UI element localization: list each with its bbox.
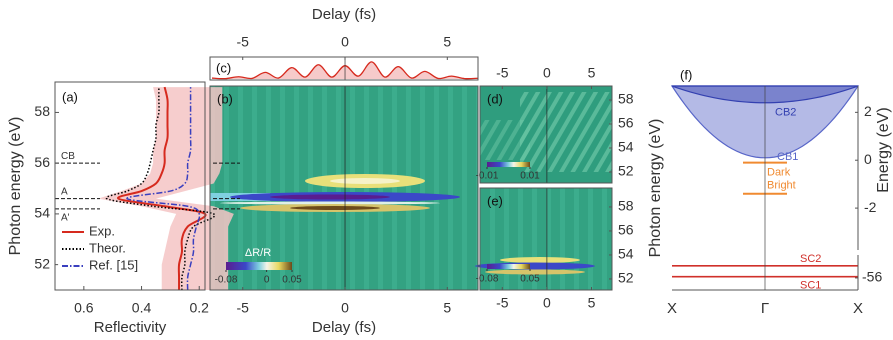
x-tick-label: -5	[237, 34, 250, 50]
x-tick-label: 5	[443, 34, 451, 50]
y-tick-label: 54	[34, 205, 50, 221]
colorbar-tick-label: 0	[264, 275, 270, 286]
heatmap-d	[480, 86, 612, 183]
legend-label: Theor.	[89, 240, 126, 255]
x-tick-label: Γ	[761, 300, 769, 317]
y-tick-label: 54	[618, 139, 634, 155]
colorbar	[487, 162, 530, 167]
annotation-label: CB	[61, 151, 75, 162]
x-tick-label: 5	[588, 295, 596, 311]
y-tick-label: 2	[864, 103, 872, 119]
y-tick-label: 54	[618, 246, 634, 262]
frame	[54, 81, 206, 291]
x-tick-label: 0	[543, 65, 551, 81]
x-tick-label: X	[667, 300, 677, 317]
y-tick-label: 52	[34, 255, 50, 271]
frame	[479, 187, 613, 291]
level-label: SC2	[800, 253, 821, 265]
y-tick-label: 56	[618, 222, 634, 238]
colorbar	[487, 264, 530, 269]
annotation-label: A	[61, 186, 68, 197]
colorbar-tick-label: 0.05	[282, 275, 302, 286]
y-tick-label: -56	[862, 269, 882, 285]
frame	[479, 85, 613, 184]
colorbar-tick-label: 0.01	[520, 171, 540, 182]
panel-label: (d)	[487, 91, 503, 106]
y-tick-label: -2	[864, 199, 877, 215]
panel-label: (e)	[487, 193, 503, 208]
y-axis-title: Photon energy (eV)	[647, 119, 664, 258]
x-axis-title: Reflectivity	[94, 319, 167, 336]
x-tick-label: 0	[341, 34, 349, 50]
x-tick-label: -5	[496, 295, 509, 311]
level-label: Dark	[767, 167, 791, 179]
x-tick-label: -5	[496, 65, 509, 81]
legend-label: Exp.	[89, 223, 115, 238]
y-tick-label: 0	[864, 151, 872, 167]
x-tick-label: 0.6	[74, 300, 94, 316]
level-label: Bright	[767, 180, 796, 192]
x-tick-label: 5	[443, 300, 451, 316]
panel-label: (c)	[216, 60, 231, 75]
error-band	[98, 87, 234, 290]
reflectivity-line	[117, 86, 207, 291]
level-label: SC1	[800, 280, 821, 292]
colorbar-tick-label: -0.01	[476, 171, 499, 182]
x-tick-label: X	[853, 300, 863, 317]
y-axis-title: Energy (eV)	[875, 107, 892, 192]
y-tick-label: 58	[618, 91, 634, 107]
colorbar-tick-label: -0.08	[476, 274, 499, 285]
x-axis-title: Delay (fs)	[312, 319, 376, 336]
x-tick-label: 0.2	[189, 300, 209, 316]
colorbar	[226, 262, 292, 270]
y-tick-label: 56	[618, 115, 634, 131]
x-axis-title: Delay (fs)	[312, 6, 376, 23]
y-tick-label: 52	[618, 163, 634, 179]
frame	[209, 56, 479, 81]
panel-label: (b)	[217, 91, 233, 106]
band-label: CB1	[777, 151, 798, 163]
y-tick-label: 56	[34, 154, 50, 170]
annotation-label: A'	[61, 212, 70, 223]
frame	[209, 85, 479, 291]
band-label: CB2	[775, 107, 796, 119]
x-tick-label: 5	[588, 65, 596, 81]
x-tick-label: 0	[341, 300, 349, 316]
colorbar-title: ΔR/R	[245, 247, 271, 259]
colorbar-tick-label: -0.08	[215, 275, 238, 286]
heatmap-b	[210, 86, 478, 290]
y-axis-title: Photon energy (eV)	[7, 117, 24, 256]
y-tick-label: 52	[618, 270, 634, 286]
x-tick-label: 0	[543, 295, 551, 311]
y-tick-label: 58	[34, 103, 50, 119]
panel-label: (f)	[680, 67, 692, 82]
x-tick-label: -5	[237, 300, 250, 316]
panel-label: (a)	[62, 89, 78, 104]
legend-label: Ref. [15]	[89, 257, 138, 272]
y-tick-label: 58	[618, 198, 634, 214]
colorbar-tick-label: 0.05	[520, 274, 540, 285]
reflectivity-line	[126, 87, 201, 291]
x-tick-label: 0.4	[132, 300, 152, 316]
